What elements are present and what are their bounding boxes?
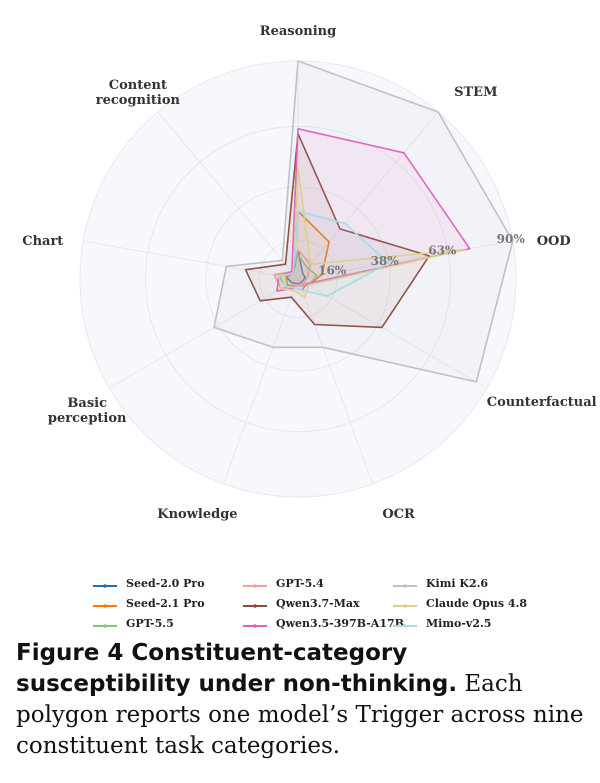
legend-label: GPT-5.5	[126, 616, 174, 630]
radial-tick-label: 63%	[428, 244, 457, 258]
axis-label-stem: STEM	[454, 85, 497, 100]
legend-label: GPT-5.4	[276, 576, 324, 590]
grid-spoke	[83, 240, 299, 280]
series-polygon-kimi-k2-6	[213, 60, 514, 383]
caption-body: Each polygon reports one model’s Trigger…	[16, 671, 584, 759]
grid-spoke	[297, 278, 374, 485]
radial-tick-label: 90%	[497, 232, 526, 246]
legend-label: Kimi K2.6	[426, 576, 489, 590]
radar-chart: 16% 38% 63% 90% Reasoning STEM OOD Counterfactu…	[22, 24, 597, 522]
grid-spoke	[157, 111, 299, 280]
legend-item: Qwen3.5-397B-A17B	[242, 614, 404, 632]
chart-legend: Seed-2.0 Pro GPT-5.4 Kimi K2.6 Seed-2.1 Pro…	[92, 574, 552, 632]
legend-swatch	[242, 598, 268, 608]
legend-item: GPT-5.4	[242, 574, 392, 592]
series-polygon-mimo-v2-5	[280, 210, 390, 297]
legend-label: Qwen3.7-Max	[276, 596, 360, 610]
legend-swatch	[242, 618, 268, 628]
legend-item: Seed-2.0 Pro	[92, 574, 242, 592]
legend-label: Qwen3.5-397B-A17B	[276, 616, 404, 630]
axis-label-knowledge: Knowledge	[157, 507, 237, 522]
legend-swatch	[92, 598, 118, 608]
legend-swatch	[392, 598, 418, 608]
axis-label-basic-perception: Basic perception	[48, 396, 127, 426]
axis-label-content-recognition: Content recognition	[96, 78, 181, 108]
legend-item: Mimo-v2.5	[392, 614, 542, 632]
legend-swatch	[392, 578, 418, 588]
axis-label-reasoning: Reasoning	[260, 24, 336, 39]
grid-spoke	[297, 278, 488, 389]
legend-item: GPT-5.5	[92, 614, 242, 632]
axis-label-ood: OOD	[537, 234, 571, 249]
radial-tick-label: 38%	[371, 254, 400, 268]
axis-label-ocr: OCR	[382, 507, 415, 522]
legend-item: Kimi K2.6	[392, 574, 542, 592]
legend-item: Claude Opus 4.8	[392, 594, 542, 612]
grid-spoke	[297, 240, 513, 280]
legend-label: Seed-2.1 Pro	[126, 596, 205, 610]
legend-label: Mimo-v2.5	[426, 616, 492, 630]
grid-spoke	[297, 111, 439, 280]
grid-spoke	[222, 278, 299, 485]
legend-label: Seed-2.0 Pro	[126, 576, 205, 590]
axis-label-chart: Chart	[22, 234, 63, 249]
legend-item: Qwen3.7-Max	[242, 594, 392, 612]
radial-tick-label: 16%	[318, 263, 347, 277]
axis-label-counterfactual: Counterfactual	[487, 395, 597, 410]
caption-heading: Figure 4 Constituent-category susceptibi…	[16, 640, 458, 697]
legend-swatch	[92, 578, 118, 588]
figure-caption: Figure 4 Constituent-category susceptibi…	[16, 638, 584, 762]
legend-swatch	[392, 618, 418, 628]
legend-item: Seed-2.1 Pro	[92, 594, 242, 612]
grid-spoke	[108, 278, 299, 389]
legend-swatch	[92, 618, 118, 628]
legend-label: Claude Opus 4.8	[426, 596, 528, 610]
legend-swatch	[242, 578, 268, 588]
series-polygon-qwen3-7-max	[244, 132, 431, 329]
